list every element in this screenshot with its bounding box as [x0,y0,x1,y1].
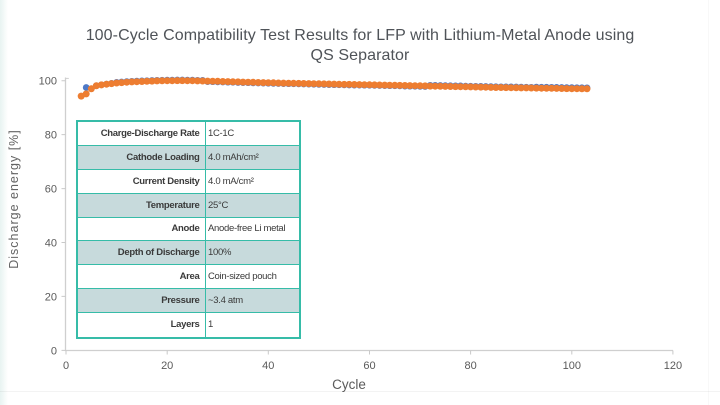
svg-text:0: 0 [51,345,57,357]
svg-text:80: 80 [45,130,57,142]
svg-text:100: 100 [39,76,57,88]
svg-text:20: 20 [45,291,57,303]
svg-text:20: 20 [161,360,173,372]
svg-text:60: 60 [363,360,375,372]
svg-text:60: 60 [45,184,57,196]
svg-text:100: 100 [563,360,581,372]
svg-text:40: 40 [45,238,57,250]
svg-text:40: 40 [262,360,274,372]
svg-text:120: 120 [664,360,682,372]
svg-text:80: 80 [464,360,476,372]
svg-text:0: 0 [63,360,69,372]
svg-text:Discharge energy [%]: Discharge energy [%] [7,129,21,269]
svg-text:Cycle: Cycle [332,377,366,392]
